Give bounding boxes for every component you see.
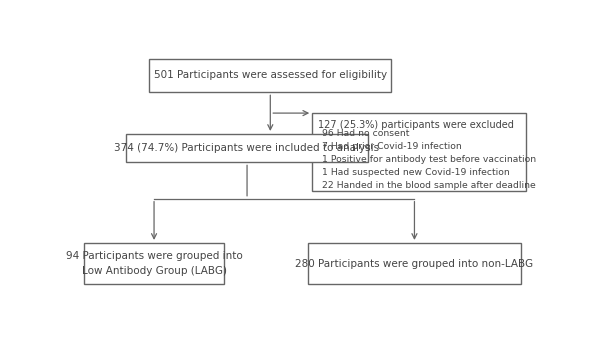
FancyBboxPatch shape xyxy=(84,243,224,284)
FancyBboxPatch shape xyxy=(126,134,368,162)
FancyBboxPatch shape xyxy=(312,113,526,191)
Text: 127 (25.3%) participants were excluded: 127 (25.3%) participants were excluded xyxy=(318,120,514,130)
Text: 96 Had no consent
7 Had prior Covid-19 infection
1 Positive for antibody test be: 96 Had no consent 7 Had prior Covid-19 i… xyxy=(322,129,536,190)
Text: 280 Participants were grouped into non-LABG: 280 Participants were grouped into non-L… xyxy=(295,258,533,269)
Text: 94 Participants were grouped into
Low Antibody Group (LABG): 94 Participants were grouped into Low An… xyxy=(65,251,242,276)
Text: 501 Participants were assessed for eligibility: 501 Participants were assessed for eligi… xyxy=(154,70,387,81)
FancyBboxPatch shape xyxy=(308,243,521,284)
FancyBboxPatch shape xyxy=(149,59,391,92)
Text: 374 (74.7%) Participants were included to analysis: 374 (74.7%) Participants were included t… xyxy=(115,143,380,153)
